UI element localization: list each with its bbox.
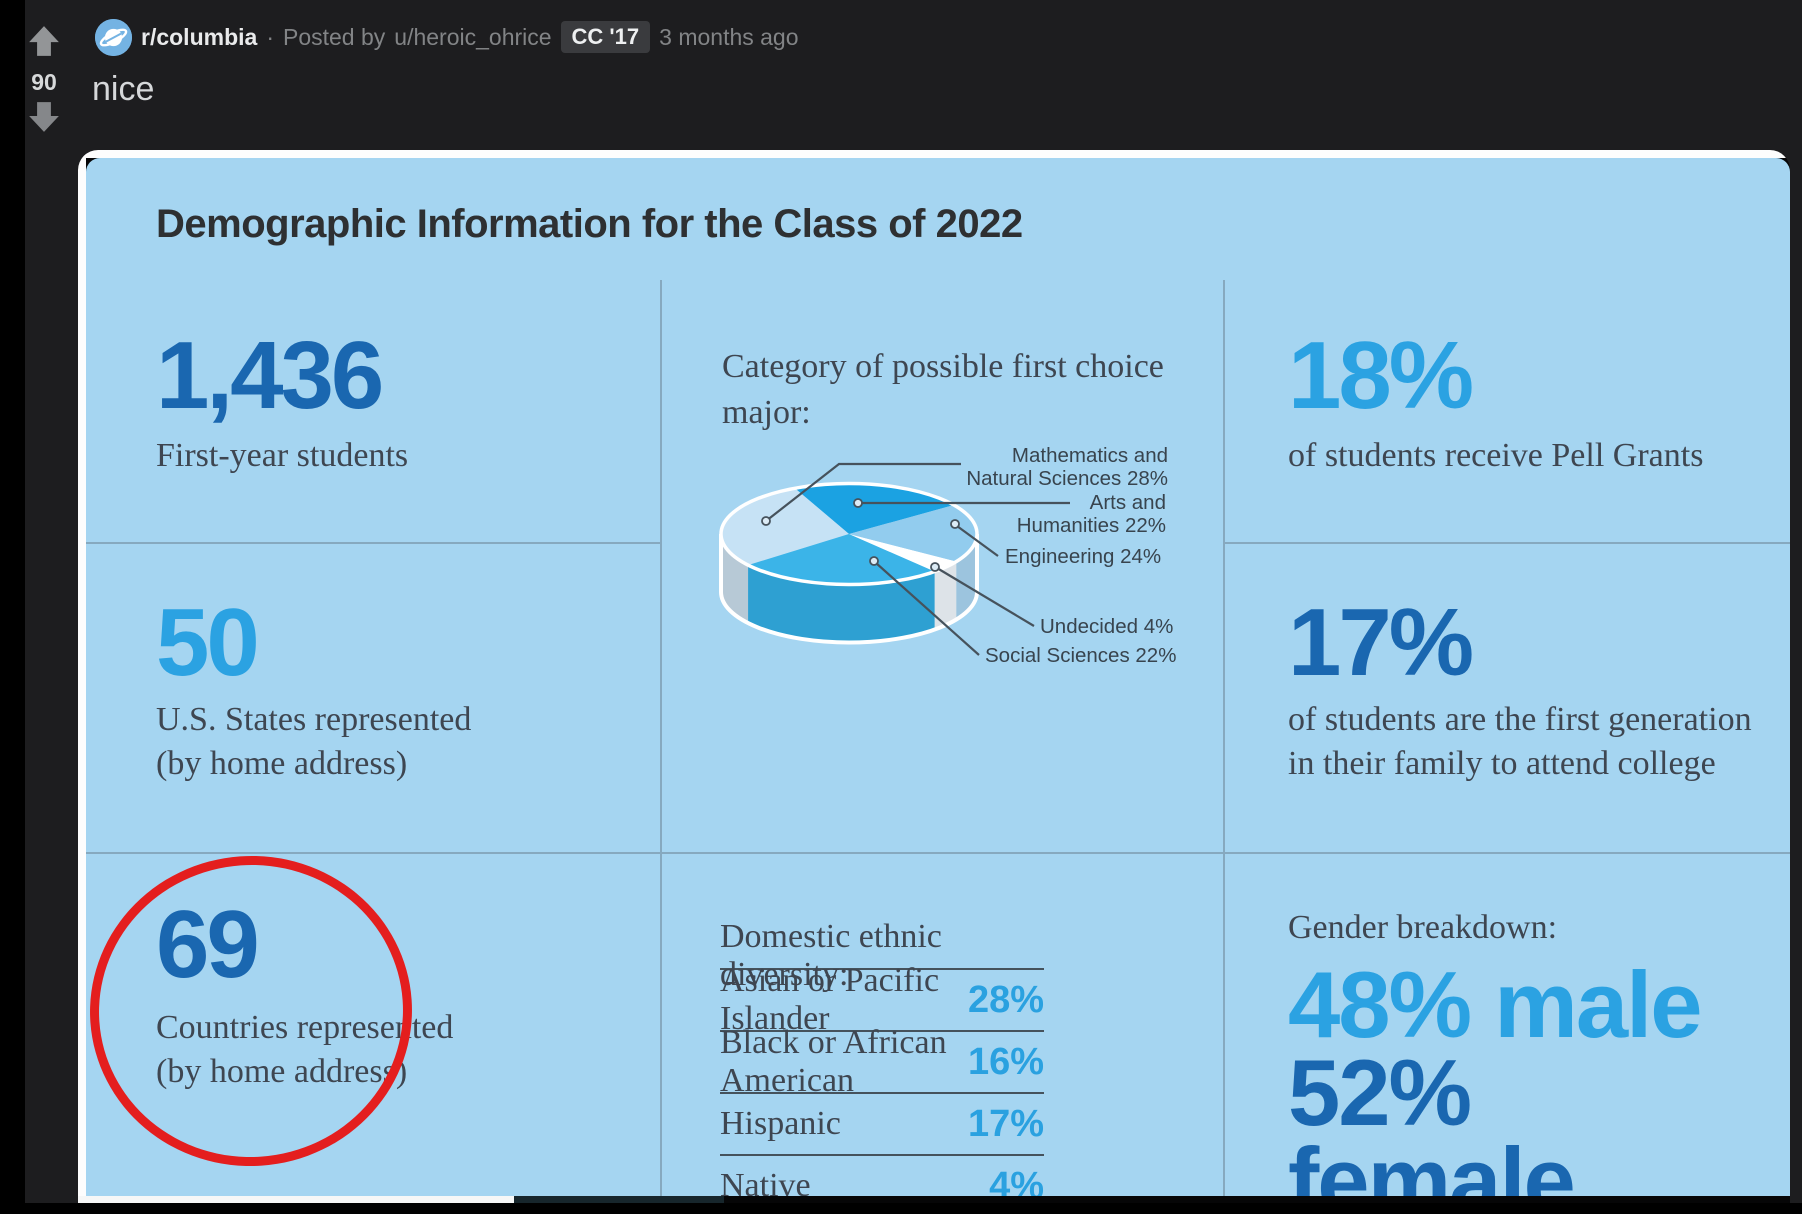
pie-label-social: Social Sciences 22% — [985, 644, 1176, 667]
pie-chart: Mathematics and Natural Sciences 28% Art… — [719, 444, 1176, 667]
stat-countries-label: Countries represented (by home address) — [156, 1009, 454, 1090]
downvote-icon[interactable] — [27, 100, 61, 134]
post-header: r/columbia · Posted by u/heroic_ohrice C… — [95, 18, 799, 56]
stat-countries-value: 69 — [156, 891, 260, 998]
gender-male: 48% male — [1288, 952, 1703, 1057]
red-annotation-circle — [86, 845, 423, 1177]
gender-heading: Gender breakdown: — [1288, 909, 1558, 946]
pie-label-arts-1: Arts and — [1090, 491, 1166, 514]
leader-dot-engineering — [950, 519, 960, 529]
table-row: Hispanic 17% — [720, 1094, 1044, 1156]
infographic: Demographic Information for the Class of… — [86, 158, 1790, 1196]
stat-firstgen-label: of students are the first generation in … — [1288, 701, 1752, 782]
stat-states-label: U.S. States represented (by home address… — [156, 701, 472, 782]
stat-first-year-label: First-year students — [156, 437, 409, 474]
pie-label-undecided: Undecided 4% — [1040, 615, 1173, 638]
grid-divider-left — [86, 542, 662, 544]
infographic-title: Demographic Information for the Class of… — [156, 202, 1023, 246]
timestamp[interactable]: 3 months ago — [659, 23, 799, 50]
pie-label-math-2: Natural Sciences 28% — [966, 467, 1168, 490]
image-border — [78, 150, 86, 1196]
leader-dot-social — [869, 556, 879, 566]
gender-female-pct: 52% — [1288, 1040, 1472, 1145]
post-score: 90 — [31, 69, 57, 95]
grid-divider-vertical-1 — [660, 280, 662, 1196]
grid-divider-full — [86, 852, 1790, 854]
pie-label-math-1: Mathematics and — [1012, 444, 1168, 467]
subreddit-link[interactable]: r/columbia — [141, 23, 258, 50]
leader-dot-arts — [853, 498, 863, 508]
subreddit-planet-icon[interactable] — [95, 18, 132, 56]
leader-dot-math — [761, 516, 771, 526]
post-image[interactable]: Demographic Information for the Class of… — [78, 150, 1790, 1203]
stat-states-value: 50 — [156, 589, 260, 696]
pie-heading: Category of possible first choice major: — [722, 348, 1164, 431]
leader-dot-undecided — [930, 562, 940, 572]
image-border-bottom — [78, 1196, 514, 1203]
stat-pell-value: 18% — [1288, 322, 1474, 429]
posted-by-label: Posted by — [282, 23, 386, 50]
user-flair-badge: CC '17 — [560, 21, 651, 53]
table-row: Native 4% — [720, 1164, 1044, 1197]
upvote-icon[interactable] — [27, 24, 61, 58]
table-row: Asian or Pacific Islander 28% — [720, 962, 1044, 1037]
meta-separator: · — [266, 23, 274, 50]
stat-pell-label: of students receive Pell Grants — [1288, 437, 1704, 474]
grid-divider-right — [1225, 542, 1790, 544]
pie-label-arts-2: Humanities 22% — [1017, 514, 1166, 537]
image-bottom-dark-strip — [514, 1196, 724, 1203]
pie-label-engineering: Engineering 24% — [1005, 545, 1161, 568]
stat-first-year-value: 1,436 — [156, 322, 384, 429]
ethnic-heading: Domestic ethnic diversity: — [720, 918, 942, 993]
post-title[interactable]: nice — [92, 70, 155, 108]
vote-column: 90 — [27, 24, 61, 139]
ethnic-diversity-table: Domestic ethnic diversity: Asian or Paci… — [720, 918, 1044, 1196]
table-row: Black or African American 16% — [720, 1024, 1044, 1099]
grid-divider-vertical-2 — [1223, 280, 1225, 1196]
stat-firstgen-value: 17% — [1288, 589, 1474, 696]
image-border-top — [78, 150, 1790, 158]
user-link[interactable]: u/heroic_ohrice — [394, 23, 552, 50]
gender-female-word: female — [1288, 1128, 1576, 1197]
